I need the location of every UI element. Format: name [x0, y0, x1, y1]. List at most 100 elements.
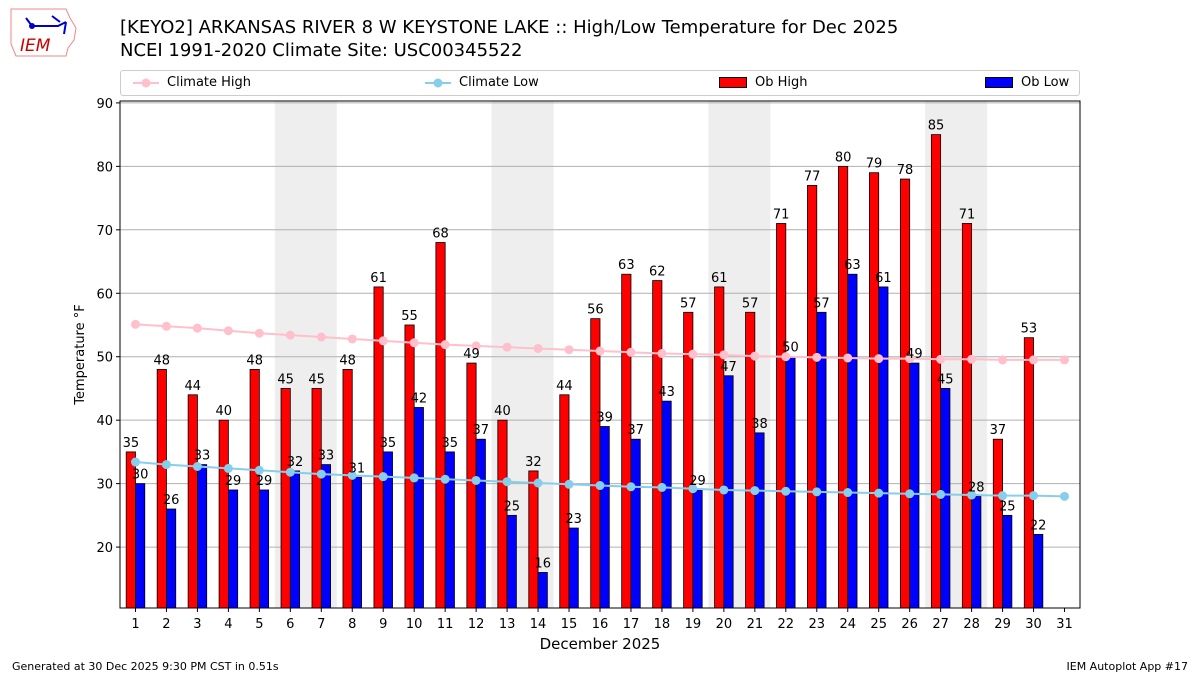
ob-high-bar	[961, 223, 973, 609]
ob-high-bar	[652, 280, 663, 609]
climate-high-point	[657, 349, 667, 359]
ob-high-label: 40	[215, 404, 232, 419]
legend-label: Ob High	[755, 75, 808, 90]
x-tick-label: 20	[716, 617, 733, 632]
ob-high-bar	[342, 369, 353, 609]
legend-label: Climate Low	[459, 75, 539, 90]
ob-high-bar	[528, 470, 539, 609]
climate-low-point	[316, 469, 326, 479]
x-tick-label: 8	[348, 617, 356, 632]
ob-low-label: 25	[503, 499, 520, 514]
ob-low-label: 37	[473, 423, 490, 438]
climate-low-point	[1060, 491, 1070, 501]
ob-low-bar	[1033, 533, 1044, 609]
ob-low-label: 30	[132, 468, 149, 483]
climate-low-point	[657, 482, 667, 492]
ob-high-bar	[807, 184, 818, 609]
ob-low-bar	[599, 426, 610, 609]
x-tick-label: 17	[623, 617, 640, 632]
ob-high-label: 35	[123, 436, 140, 451]
y-tick-label: 30	[96, 478, 113, 493]
x-tick-label: 3	[193, 617, 201, 632]
ob-high-label: 49	[463, 347, 480, 362]
climate-low-point	[936, 489, 946, 499]
ob-high-label: 55	[401, 309, 418, 324]
ob-low-bar	[289, 470, 301, 609]
climate-high-point	[409, 338, 419, 348]
ob-high-bar	[869, 172, 880, 609]
ob-high-label: 57	[742, 296, 759, 311]
climate-high-point	[1060, 355, 1070, 365]
climate-high-point	[874, 354, 884, 364]
ob-low-bar	[413, 407, 424, 609]
ob-high-bar	[404, 324, 415, 609]
ob-low-bar	[537, 572, 548, 609]
ob-low-bar	[847, 273, 858, 609]
iem-logo-graphic: IEM	[10, 8, 77, 57]
ob-high-bar	[590, 318, 601, 609]
climate-high-point	[161, 321, 171, 331]
ob-high-bar	[311, 388, 322, 609]
ob-low-bar	[909, 362, 920, 609]
ob-low-bar	[1002, 514, 1013, 609]
climate-high-point	[936, 354, 946, 364]
ob-high-label: 48	[246, 353, 263, 368]
ob-low-bar	[258, 489, 270, 609]
climate-high-point	[285, 330, 295, 340]
legend-ob-high: Ob High	[719, 75, 808, 90]
ob-low-bar	[506, 514, 517, 609]
climate-low-point	[223, 463, 233, 473]
ob-high-label: 37	[990, 423, 1007, 438]
ob-low-label: 38	[751, 417, 768, 432]
iem-logo: IEM	[8, 6, 80, 58]
climate-low-point	[502, 477, 512, 487]
climate-low-point	[905, 489, 915, 499]
ob-high-bar	[714, 286, 725, 609]
y-tick-label: 20	[96, 541, 113, 556]
climate-high-point	[502, 342, 512, 352]
footer-generated: Generated at 30 Dec 2025 9:30 PM CST in …	[12, 660, 279, 673]
y-tick-label: 90	[96, 97, 113, 112]
chart-subtitle: NCEI 1991-2020 Climate Site: USC00345522	[120, 40, 523, 61]
climate-high-point	[812, 352, 822, 362]
climate-low-point	[130, 457, 140, 467]
climate-low-point	[998, 491, 1008, 501]
ob-low-bar	[785, 356, 796, 609]
ob-low-label: 25	[999, 499, 1016, 514]
legend-climate-low: Climate Low	[425, 75, 539, 90]
ob-high-label: 80	[835, 150, 852, 165]
ob-high-swatch	[719, 77, 747, 88]
climate-high-swatch	[133, 78, 159, 87]
ob-low-bar	[692, 489, 703, 609]
climate-low-point	[626, 482, 636, 492]
ob-high-label: 77	[804, 169, 821, 184]
x-tick-label: 18	[654, 617, 671, 632]
climate-high-point	[1029, 355, 1039, 365]
climate-low-point	[564, 479, 574, 489]
ob-high-label: 61	[370, 271, 387, 286]
ob-low-bar	[878, 286, 889, 609]
climate-high-point	[440, 340, 450, 350]
x-tick-label: 9	[379, 617, 387, 632]
ob-low-bar	[754, 432, 765, 609]
ob-high-label: 61	[711, 271, 728, 286]
ob-low-bar	[630, 438, 641, 609]
x-tick-label: 4	[224, 617, 232, 632]
ob-high-label: 85	[928, 119, 945, 134]
ob-low-label: 29	[225, 474, 242, 489]
ob-high-bar	[187, 394, 198, 609]
climate-low-point	[161, 460, 171, 470]
climate-high-point	[750, 351, 760, 361]
ob-low-label: 42	[411, 391, 428, 406]
ob-high-label: 57	[680, 296, 697, 311]
ob-high-bar	[559, 394, 570, 609]
x-tick-label: 1	[131, 617, 139, 632]
x-tick-label: 11	[437, 617, 454, 632]
ob-high-bar	[218, 419, 229, 609]
climate-high-point	[843, 353, 853, 363]
climate-low-point	[254, 465, 264, 475]
ob-low-bar	[320, 464, 331, 609]
ob-low-label: 61	[875, 271, 892, 286]
y-tick-label: 60	[96, 287, 113, 302]
ob-high-label: 62	[649, 265, 666, 280]
